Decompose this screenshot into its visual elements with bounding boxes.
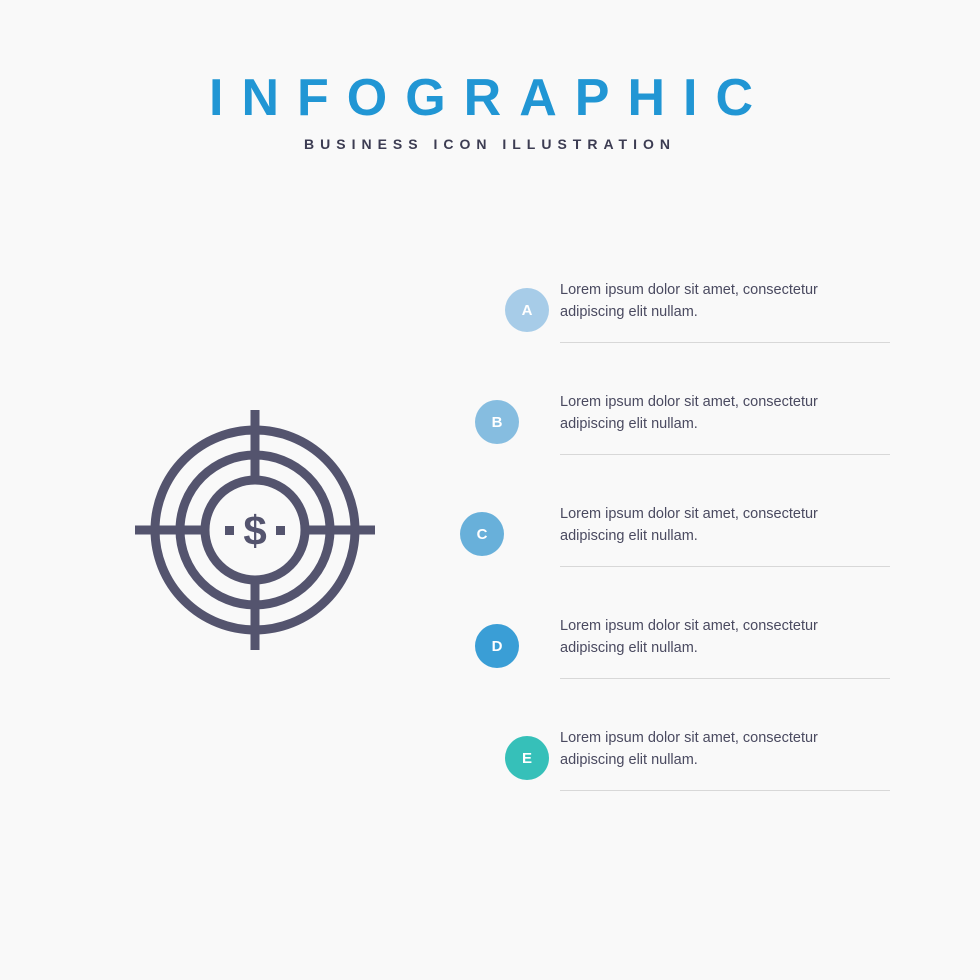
steps-list: A Lorem ipsum dolor sit amet, consectetu… xyxy=(430,280,890,840)
step-text-e: Lorem ipsum dolor sit amet, consectetur … xyxy=(560,728,890,791)
step-letter: D xyxy=(492,638,503,655)
step-e: E Lorem ipsum dolor sit amet, consectetu… xyxy=(430,728,890,798)
step-text-a: Lorem ipsum dolor sit amet, consectetur … xyxy=(560,280,890,343)
step-a: A Lorem ipsum dolor sit amet, consectetu… xyxy=(430,280,890,350)
content-area: $ A Lorem ipsum dolor sit amet, consecte… xyxy=(0,280,980,880)
step-bullet-a: A xyxy=(505,288,549,332)
step-bullet-e: E xyxy=(505,736,549,780)
step-c: C Lorem ipsum dolor sit amet, consectetu… xyxy=(430,504,890,574)
step-bullet-d: D xyxy=(475,624,519,668)
svg-text:$: $ xyxy=(243,507,266,554)
step-text-c: Lorem ipsum dolor sit amet, consectetur … xyxy=(560,504,890,567)
step-text-d: Lorem ipsum dolor sit amet, consectetur … xyxy=(560,616,890,679)
main-title: INFOGRAPHIC xyxy=(0,68,980,128)
target-dollar-icon: $ xyxy=(135,410,375,655)
step-letter: B xyxy=(492,414,503,431)
step-bullet-c: C xyxy=(460,512,504,556)
step-d: D Lorem ipsum dolor sit amet, consectetu… xyxy=(430,616,890,686)
step-text-b: Lorem ipsum dolor sit amet, consectetur … xyxy=(560,392,890,455)
subtitle: BUSINESS ICON ILLUSTRATION xyxy=(0,136,980,152)
step-letter: E xyxy=(522,750,532,767)
step-letter: C xyxy=(477,526,488,543)
step-bullet-b: B xyxy=(475,400,519,444)
header: INFOGRAPHIC BUSINESS ICON ILLUSTRATION xyxy=(0,0,980,152)
step-b: B Lorem ipsum dolor sit amet, consectetu… xyxy=(430,392,890,462)
step-letter: A xyxy=(522,302,533,319)
